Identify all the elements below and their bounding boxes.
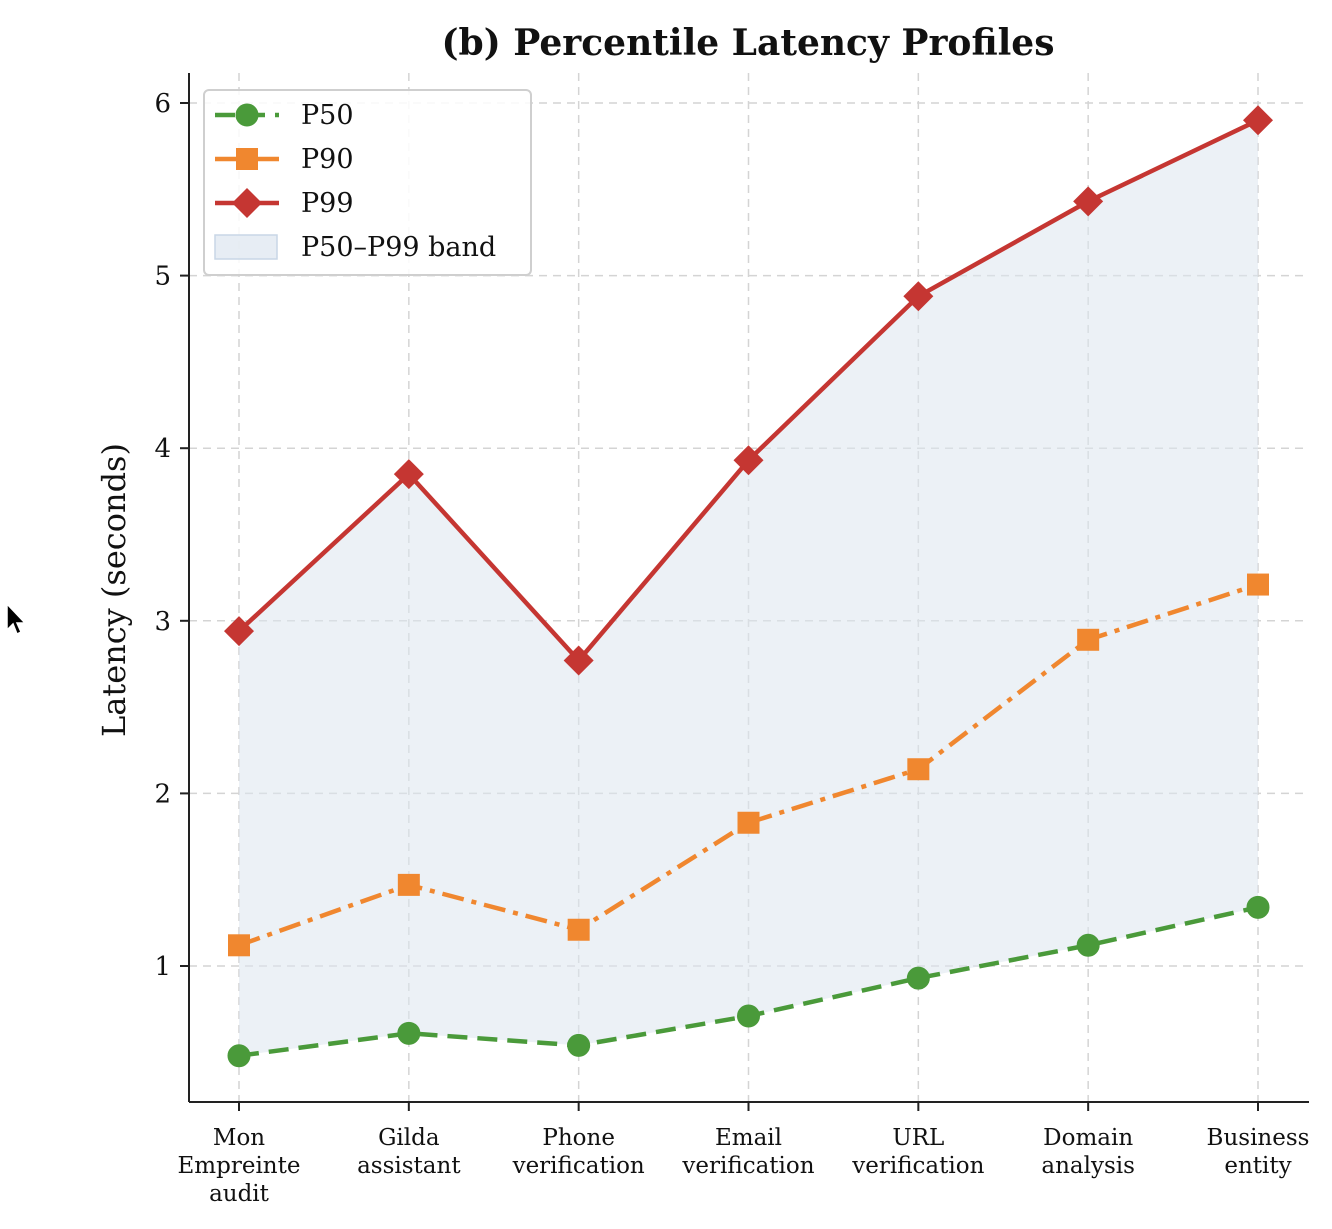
x-tick-label-line: Email [715, 1125, 782, 1151]
x-tick-label-line: Empreinte [178, 1153, 301, 1179]
legend-label-band: P50–P99 band [301, 232, 496, 263]
x-tick-label-line: Business [1207, 1125, 1310, 1151]
x-tick-label-line: audit [209, 1181, 270, 1207]
x-tick-label-line: verification [512, 1153, 645, 1179]
point-p50-2 [567, 1033, 591, 1057]
legend-box [203, 89, 532, 276]
point-p50-0 [227, 1044, 251, 1068]
point-p99-3 [733, 445, 764, 476]
series-p90 [228, 573, 1269, 957]
point-p90-1 [397, 873, 420, 896]
legend-label-p50: P50 [301, 100, 354, 131]
y-axis-label: Latency (seconds) [95, 443, 133, 737]
x-tick-label-5: Domain analysis [1041, 1125, 1135, 1179]
x-tick-label-line: analysis [1041, 1153, 1135, 1179]
y-tick-label-1: 1 [154, 952, 171, 982]
chart-title: (b) Percentile Latency Profiles [442, 22, 1055, 64]
point-p99-1 [393, 459, 424, 490]
p50-p99-band [239, 120, 1258, 1056]
mouse-cursor-icon [6, 603, 27, 636]
x-tick-label-line: verification [851, 1153, 984, 1179]
y-tick-label-4: 4 [154, 434, 171, 464]
series-p50 [227, 895, 1270, 1068]
x-tick-label-6: Business entity [1207, 1125, 1310, 1179]
point-p90-6 [1247, 573, 1269, 596]
x-tick-label-line: entity [1224, 1153, 1291, 1179]
point-p50-6 [1246, 895, 1270, 919]
point-p99-2 [563, 645, 594, 676]
x-tick-label-line: Phone [542, 1125, 615, 1151]
x-tick-label-line: verification [681, 1153, 814, 1179]
x-tick-label-3: Email verification [681, 1125, 814, 1179]
point-p99-4 [903, 281, 934, 312]
series-group [224, 105, 1273, 1068]
point-p50-5 [1076, 933, 1100, 957]
point-p90-5 [1077, 628, 1100, 651]
legend-label-p99: P99 [301, 188, 354, 219]
legend-marker-p90 [236, 148, 258, 170]
legend: P50 P90 P99 P50–P99 band [203, 89, 532, 276]
x-tick-label-2: Phone verification [512, 1125, 645, 1179]
tick-labels: 1 2 3 4 5 6 Mon Empreinte audit Gilda assistant Pho… [154, 89, 1309, 1207]
point-p99-0 [224, 616, 254, 647]
x-tick-label-4: URL verification [851, 1125, 984, 1179]
legend-marker-p50 [235, 103, 259, 127]
x-tick-label-1: Gilda assistant [357, 1125, 461, 1179]
x-tick-label-line: assistant [357, 1153, 461, 1179]
x-tick-label-line: Mon [213, 1125, 265, 1151]
legend-swatch-band [214, 234, 278, 260]
x-tick-label-line: Domain [1043, 1125, 1133, 1151]
point-p99-6 [1243, 105, 1273, 136]
y-tick-label-2: 2 [154, 779, 171, 809]
point-p50-1 [397, 1021, 421, 1045]
point-p99-5 [1073, 186, 1104, 217]
legend-marker-p99 [232, 188, 262, 218]
point-p90-4 [907, 758, 930, 781]
point-p90-2 [567, 918, 590, 941]
legend-label-p90: P90 [301, 144, 354, 175]
point-p90-3 [737, 811, 760, 834]
x-tick-label-line: Gilda [378, 1125, 440, 1151]
series-p99 [224, 105, 1273, 676]
x-tick-label-0: Mon Empreinte audit [178, 1125, 301, 1207]
point-p90-0 [228, 934, 250, 957]
point-p50-3 [737, 1004, 760, 1028]
x-tick-label-line: URL [892, 1125, 944, 1151]
y-tick-label-5: 5 [154, 262, 171, 292]
y-tick-label-3: 3 [154, 607, 171, 637]
y-tick-label-6: 6 [154, 89, 171, 119]
point-p50-4 [906, 966, 930, 990]
band-area [239, 120, 1258, 1056]
